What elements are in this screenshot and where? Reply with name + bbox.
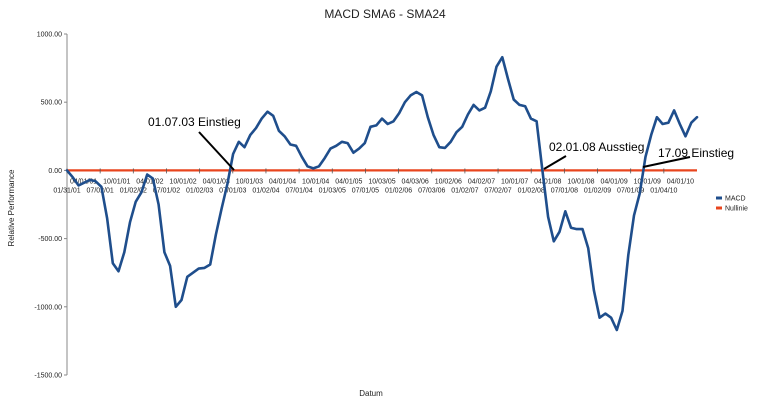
x-tick-label-lower: 01/02/09 (584, 187, 611, 194)
x-tick-label-upper: 04/01/02 (136, 178, 163, 185)
x-tick-label-upper: 04/01/05 (335, 178, 362, 185)
y-axis-label: Relative Performance (7, 169, 16, 246)
x-tick-label-upper: 10/01/04 (302, 178, 329, 185)
x-tick-label-upper: 10/02/06 (435, 178, 462, 185)
x-tick-label-lower: 01/02/07 (451, 187, 478, 194)
chart-title: MACD SMA6 - SMA24 (324, 7, 446, 21)
annotation-label: 02.01.08 Ausstieg (549, 140, 644, 154)
x-tick-label-lower: 07/01/05 (352, 187, 379, 194)
x-tick-label-lower: 07/01/09 (617, 187, 644, 194)
y-tick-label: -1500.00 (34, 373, 62, 380)
x-tick-label-upper: 10/01/03 (236, 178, 263, 185)
x-tick-label-lower: 01/02/06 (385, 187, 412, 194)
x-tick-label-lower: 07/02/01 (87, 187, 114, 194)
x-tick-label-upper: 04/03/06 (402, 178, 429, 185)
x-tick-label-lower: 01/04/10 (650, 187, 677, 194)
y-tick-label: 1000.00 (37, 32, 62, 39)
y-tick-label: -1000.00 (34, 304, 62, 311)
x-tick-label-upper: 04/01/04 (269, 178, 296, 185)
x-tick-label-upper: 10/03/05 (368, 178, 395, 185)
legend-label: MACD (725, 196, 746, 203)
x-tick-label-lower: 01/02/03 (186, 187, 213, 194)
x-tick-label-upper: 10/01/02 (169, 178, 196, 185)
annotation-leader (642, 156, 691, 168)
x-tick-label-lower: 07/03/06 (418, 187, 445, 194)
x-tick-label-lower: 07/01/04 (285, 187, 312, 194)
x-tick-label-upper: 04/01/03 (203, 178, 230, 185)
series (65, 55, 699, 332)
x-tick-label-lower: 01/02/02 (120, 187, 147, 194)
x-tick-label-upper: 10/01/01 (103, 178, 130, 185)
x-tick-label-lower: 01/03/05 (319, 187, 346, 194)
x-ticks: 01/31/0104/01/0107/02/0110/01/0101/02/02… (53, 168, 694, 194)
annotation-label: 17.09 Einstieg (658, 146, 734, 160)
x-tick-label-lower: 07/02/07 (484, 187, 511, 194)
x-tick-label-lower: 07/01/03 (219, 187, 246, 194)
x-tick-label-upper: 10/01/07 (501, 178, 528, 185)
macd-line (65, 55, 699, 332)
annotation-label: 01.07.03 Einstieg (148, 115, 241, 129)
annotation-leader (543, 155, 567, 170)
x-tick-label-upper: 04/01/10 (667, 178, 694, 185)
y-tick-label: 500.00 (41, 100, 63, 107)
legend: MACD Nullinie (716, 196, 748, 213)
x-tick-label-lower: 01/31/01 (53, 187, 80, 194)
x-tick-label-upper: 10/01/08 (567, 178, 594, 185)
y-tick-label: 0.00 (48, 168, 62, 175)
x-axis-label: Datum (359, 389, 383, 398)
x-tick-label-lower: 07/01/08 (551, 187, 578, 194)
x-tick-label-upper: 10/01/09 (634, 178, 661, 185)
annotations: 01.07.03 Einstieg 02.01.08 Ausstieg 17.09 … (148, 115, 734, 171)
y-ticks: 1000.00 500.00 0.00 -500.00 -1000.00 -1500.00 (34, 32, 67, 380)
x-tick-label-upper: 04/02/07 (468, 178, 495, 185)
y-tick-label: -500.00 (38, 236, 62, 243)
x-tick-label-upper: 04/01/09 (600, 178, 627, 185)
annotation-leader (198, 131, 235, 171)
legend-label: Nullinie (725, 206, 748, 213)
x-tick-label-lower: 07/01/02 (153, 187, 180, 194)
x-tick-label-lower: 01/02/08 (518, 187, 545, 194)
x-tick-label-upper: 04/01/08 (534, 178, 561, 185)
x-tick-label-lower: 01/02/04 (252, 187, 279, 194)
